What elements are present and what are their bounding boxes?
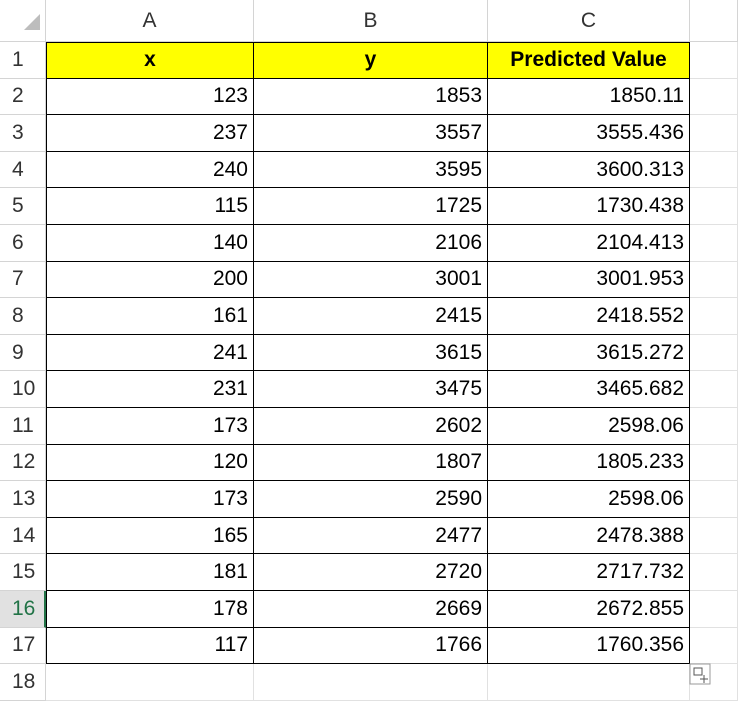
row-header: 10 (0, 371, 46, 408)
corner-cell (0, 0, 46, 42)
table-cell: 173 (46, 408, 254, 445)
row-header: 7 (0, 261, 46, 299)
row-header: 2 (0, 78, 46, 116)
table-cell: 2477 (254, 517, 488, 555)
row-header: 4 (0, 151, 46, 189)
grid-cell (690, 115, 738, 152)
row-header: 13 (0, 481, 46, 518)
table-cell: 3475 (254, 371, 488, 408)
row-header: 11 (0, 408, 46, 445)
row-header: 5 (0, 188, 46, 225)
table-cell: 2598.06 (488, 481, 690, 518)
table-cell: 2415 (254, 298, 488, 335)
table-cell: 173 (46, 481, 254, 518)
row-header: 12 (0, 444, 46, 482)
table-cell: 2418.552 (488, 298, 690, 335)
table-cell: 2720 (254, 554, 488, 591)
table-cell: 3555.436 (488, 115, 690, 152)
table-cell: 3001.953 (488, 261, 690, 299)
table-header-cell: x (46, 42, 254, 79)
table-cell: 3595 (254, 151, 488, 189)
table-cell: 1805.233 (488, 444, 690, 482)
table-cell: 2672.855 (488, 591, 690, 628)
grid-cell (690, 444, 738, 482)
grid-cell (690, 151, 738, 189)
table-cell: 200 (46, 261, 254, 299)
column-header: C (488, 0, 690, 42)
grid-cell (690, 371, 738, 408)
table-header-cell: Predicted Value (488, 42, 690, 79)
table-cell: 165 (46, 517, 254, 555)
table-cell: 2106 (254, 225, 488, 262)
table-cell: 161 (46, 298, 254, 335)
grid-cell (690, 225, 738, 262)
grid-cell (690, 261, 738, 299)
table-cell: 1850.11 (488, 78, 690, 116)
table-cell: 1807 (254, 444, 488, 482)
table-cell: 181 (46, 554, 254, 591)
table-cell: 3615.272 (488, 334, 690, 372)
grid-cell (690, 481, 738, 518)
row-header: 6 (0, 225, 46, 262)
grid-cell (690, 78, 738, 116)
table-cell: 1760.356 (488, 627, 690, 665)
row-header: 1 (0, 42, 46, 79)
column-header (690, 0, 738, 42)
grid-cell (690, 517, 738, 555)
table-cell: 241 (46, 334, 254, 372)
table-cell: 3001 (254, 261, 488, 299)
table-cell: 2104.413 (488, 225, 690, 262)
grid-cell (690, 591, 738, 628)
table-cell: 2478.388 (488, 517, 690, 555)
row-header: 8 (0, 298, 46, 335)
row-header: 15 (0, 554, 46, 591)
grid-cell (690, 188, 738, 225)
table-cell: 2669 (254, 591, 488, 628)
table-cell: 3600.313 (488, 151, 690, 189)
grid-cell (690, 554, 738, 591)
grid-cell (488, 664, 690, 701)
row-header: 9 (0, 334, 46, 372)
grid-cell (690, 627, 738, 665)
row-header: 14 (0, 517, 46, 555)
grid-cell (46, 664, 254, 701)
column-header: B (254, 0, 488, 42)
table-cell: 237 (46, 115, 254, 152)
grid-cell (690, 664, 738, 701)
table-cell: 240 (46, 151, 254, 189)
grid-cell (690, 334, 738, 372)
table-cell: 2602 (254, 408, 488, 445)
row-header: 18 (0, 664, 46, 701)
table-cell: 1853 (254, 78, 488, 116)
table-cell: 3615 (254, 334, 488, 372)
table-cell: 231 (46, 371, 254, 408)
table-cell: 140 (46, 225, 254, 262)
table-cell: 117 (46, 627, 254, 665)
table-cell: 1766 (254, 627, 488, 665)
table-cell: 178 (46, 591, 254, 628)
table-cell: 120 (46, 444, 254, 482)
table-cell: 3557 (254, 115, 488, 152)
table-cell: 115 (46, 188, 254, 225)
row-header: 3 (0, 115, 46, 152)
grid-cell (690, 42, 738, 79)
table-cell: 2717.732 (488, 554, 690, 591)
grid-cell (254, 664, 488, 701)
grid-cell (690, 298, 738, 335)
row-header: 17 (0, 627, 46, 665)
grid-cell (690, 408, 738, 445)
table-cell: 1730.438 (488, 188, 690, 225)
table-cell: 123 (46, 78, 254, 116)
table-cell: 1725 (254, 188, 488, 225)
table-header-cell: y (254, 42, 488, 79)
table-cell: 2598.06 (488, 408, 690, 445)
table-cell: 2590 (254, 481, 488, 518)
column-header: A (46, 0, 254, 42)
table-cell: 3465.682 (488, 371, 690, 408)
row-header: 16 (0, 591, 46, 628)
